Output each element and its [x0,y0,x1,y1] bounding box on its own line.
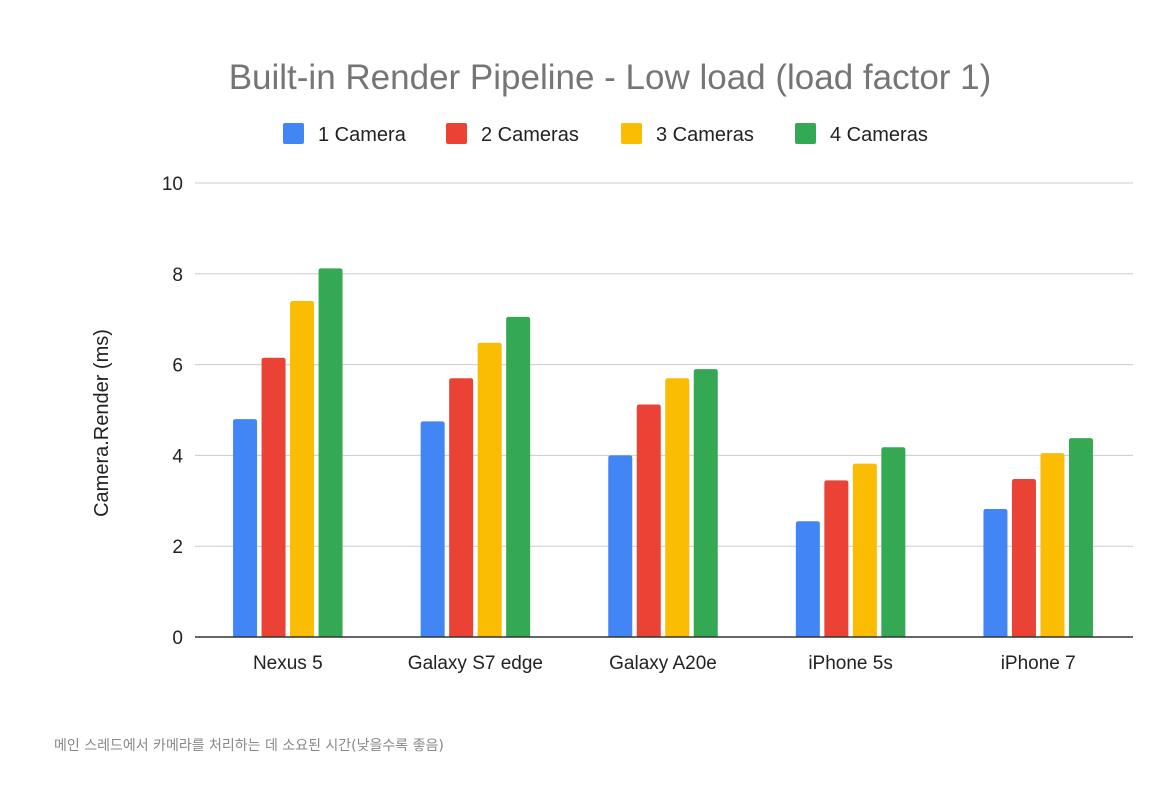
bar-3-2 [477,342,502,637]
y-tick-label: 4 [172,446,183,467]
x-tick-label: Galaxy A20e [609,653,717,674]
bar-4-5 [1068,438,1093,637]
chart-legend: 1 Camera 2 Cameras 3 Cameras 4 Cameras [283,123,928,146]
bar-4-4 [881,447,906,637]
x-axis-ticks: Nexus 5 Galaxy S7 edge Galaxy A20e iPhone 5… [253,653,1076,674]
x-tick-label: iPhone 5s [808,653,893,674]
x-tick-label: Galaxy S7 edge [408,653,543,674]
y-tick-label: 6 [172,356,183,377]
bar-1-5 [983,508,1008,637]
bar-2-2 [449,378,474,637]
y-axis-title: Camera.Render (ms) [91,329,113,517]
bar-2-3 [636,404,661,637]
chart-title: Built-in Render Pipeline - Low load (loa… [229,58,992,97]
bar-1-3 [608,455,633,637]
y-tick-label: 2 [172,537,183,558]
bar-3-5 [1040,453,1065,637]
bar-3-4 [852,463,877,637]
bar-2-4 [824,480,849,637]
bar-2-1 [261,357,286,637]
y-tick-label: 0 [172,628,183,649]
legend-swatch [621,123,642,144]
bar-3-3 [665,378,690,637]
bar-chart: Built-in Render Pipeline - Low load (loa… [91,58,1133,674]
bar-4-2 [506,316,531,637]
bar-3-1 [290,301,315,637]
legend-label: 2 Cameras [481,124,579,146]
y-axis-ticks: 0 2 4 6 8 10 [162,174,184,649]
legend-label: 4 Cameras [830,124,928,146]
y-tick-label: 8 [172,265,183,286]
bar-4-1 [318,268,343,637]
gridlines [195,182,1133,547]
legend-swatch [283,123,304,144]
legend-swatch [446,123,467,144]
legend-label: 1 Camera [318,124,407,146]
legend-swatch [795,123,816,144]
legend-label: 3 Cameras [656,124,754,146]
bars [233,268,1093,637]
bar-4-3 [693,369,718,637]
bar-1-4 [795,521,820,637]
y-tick-label: 10 [162,174,183,195]
bar-1-1 [233,419,258,637]
bar-1-2 [420,421,445,637]
x-tick-label: Nexus 5 [253,653,323,674]
figure-caption: 메인 스레드에서 카메라를 처리하는 데 소요된 시간(낮을수록 좋음) [54,738,444,754]
x-tick-label: iPhone 7 [1001,653,1076,674]
bar-2-5 [1011,479,1036,637]
